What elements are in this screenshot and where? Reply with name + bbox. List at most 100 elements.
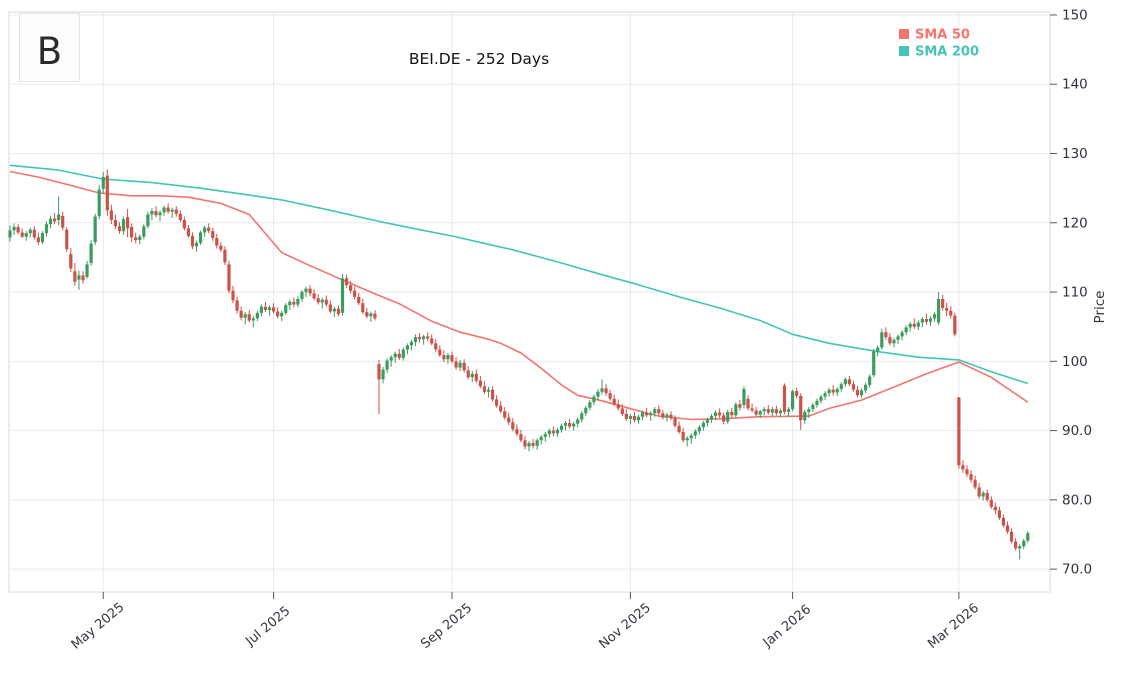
candle-down <box>434 343 438 350</box>
candle-down <box>1009 531 1014 542</box>
candle-down <box>231 290 235 301</box>
candle-down <box>884 332 888 338</box>
candle-up <box>543 434 547 437</box>
candle-up <box>547 430 551 435</box>
candle-up <box>296 298 300 305</box>
candle-up <box>401 349 405 358</box>
candle-down <box>969 474 973 480</box>
candle-down <box>450 355 454 362</box>
candle-down <box>961 465 965 470</box>
candle-down <box>373 313 377 319</box>
candle-up <box>170 209 174 212</box>
candle-down <box>344 278 349 286</box>
candle-down <box>349 285 353 291</box>
candle-up <box>864 384 868 391</box>
candle-up <box>385 360 389 370</box>
sma-lines <box>9 164 1029 421</box>
candle-up <box>267 307 272 311</box>
candle-down <box>847 379 851 385</box>
y-axis-tick-label: 110 <box>1062 285 1088 301</box>
candle-up <box>24 233 28 237</box>
sma200-line <box>9 164 1029 385</box>
candle-up <box>859 390 864 396</box>
candle-up <box>409 341 414 346</box>
candle-down <box>73 271 77 282</box>
candle-down <box>113 220 118 227</box>
candle-up <box>936 298 941 323</box>
candle-down <box>888 337 892 344</box>
candle-down <box>977 487 981 497</box>
candle-down <box>1001 517 1006 526</box>
candle-down <box>20 232 24 237</box>
candle-up <box>786 409 791 412</box>
sma200-legend-swatch <box>899 46 909 56</box>
candle-down <box>454 361 458 368</box>
candle-down <box>353 290 357 297</box>
candle-up <box>555 429 560 434</box>
candle-down <box>973 479 977 488</box>
candle-down <box>53 218 57 222</box>
sma50-legend-label: SMA 50 <box>915 28 970 43</box>
chart-title: BEI.DE - 252 Days <box>409 50 549 68</box>
candle-up <box>600 388 604 392</box>
candle-up <box>44 224 49 234</box>
candle-down <box>795 391 799 396</box>
candle-down <box>746 398 750 409</box>
y-axis-tick-label: 140 <box>1062 77 1088 93</box>
candle-down <box>316 298 320 303</box>
candle-up <box>823 393 827 397</box>
candles <box>8 169 1030 560</box>
candle-down <box>190 235 195 247</box>
candle-down <box>247 314 251 321</box>
candle-down <box>105 175 109 211</box>
candle-up <box>892 339 896 344</box>
candle-down <box>182 220 186 229</box>
candle-down <box>612 398 616 405</box>
candle-up <box>791 391 795 410</box>
candle-down <box>997 510 1002 518</box>
candle-up <box>778 410 783 414</box>
candle-up <box>535 440 539 446</box>
candle-up <box>904 327 908 333</box>
candle-down <box>989 499 993 507</box>
candle-down <box>271 307 276 312</box>
y-axis-tick-label: 70.0 <box>1062 562 1092 578</box>
candle-down <box>945 307 949 311</box>
candle-up <box>900 332 904 337</box>
candle-down <box>750 408 754 411</box>
candle-down <box>478 380 482 387</box>
candle-up <box>198 232 203 243</box>
candle-up <box>981 492 985 497</box>
candle-up <box>332 308 336 312</box>
candle-up <box>340 278 345 313</box>
candle-down <box>438 349 442 356</box>
candle-up <box>742 389 746 405</box>
candle-up <box>770 409 774 413</box>
candle-up <box>194 242 199 247</box>
candle-up <box>563 422 568 426</box>
candle-up <box>693 431 697 436</box>
candle-down <box>503 411 507 418</box>
candle-down <box>219 245 223 250</box>
candle-up <box>389 357 393 361</box>
candle-up <box>405 345 409 350</box>
candle-down <box>462 362 466 371</box>
candle-down <box>215 238 219 246</box>
candle-up <box>48 218 53 225</box>
candle-down <box>499 405 503 412</box>
candle-up <box>868 376 872 385</box>
candle-up <box>665 414 669 418</box>
y-axis-tick-label: 90.0 <box>1062 423 1092 439</box>
candle-down <box>661 413 665 418</box>
candle-up <box>121 219 126 232</box>
candle-up <box>369 313 373 317</box>
sma200-legend-label: SMA 200 <box>915 45 979 60</box>
candle-down <box>130 226 134 238</box>
candle-down <box>523 440 527 447</box>
candle-up <box>1018 546 1022 549</box>
candle-up <box>697 427 701 432</box>
candle-up <box>1022 540 1026 547</box>
candle-down <box>417 337 422 340</box>
candle-down <box>365 312 369 317</box>
